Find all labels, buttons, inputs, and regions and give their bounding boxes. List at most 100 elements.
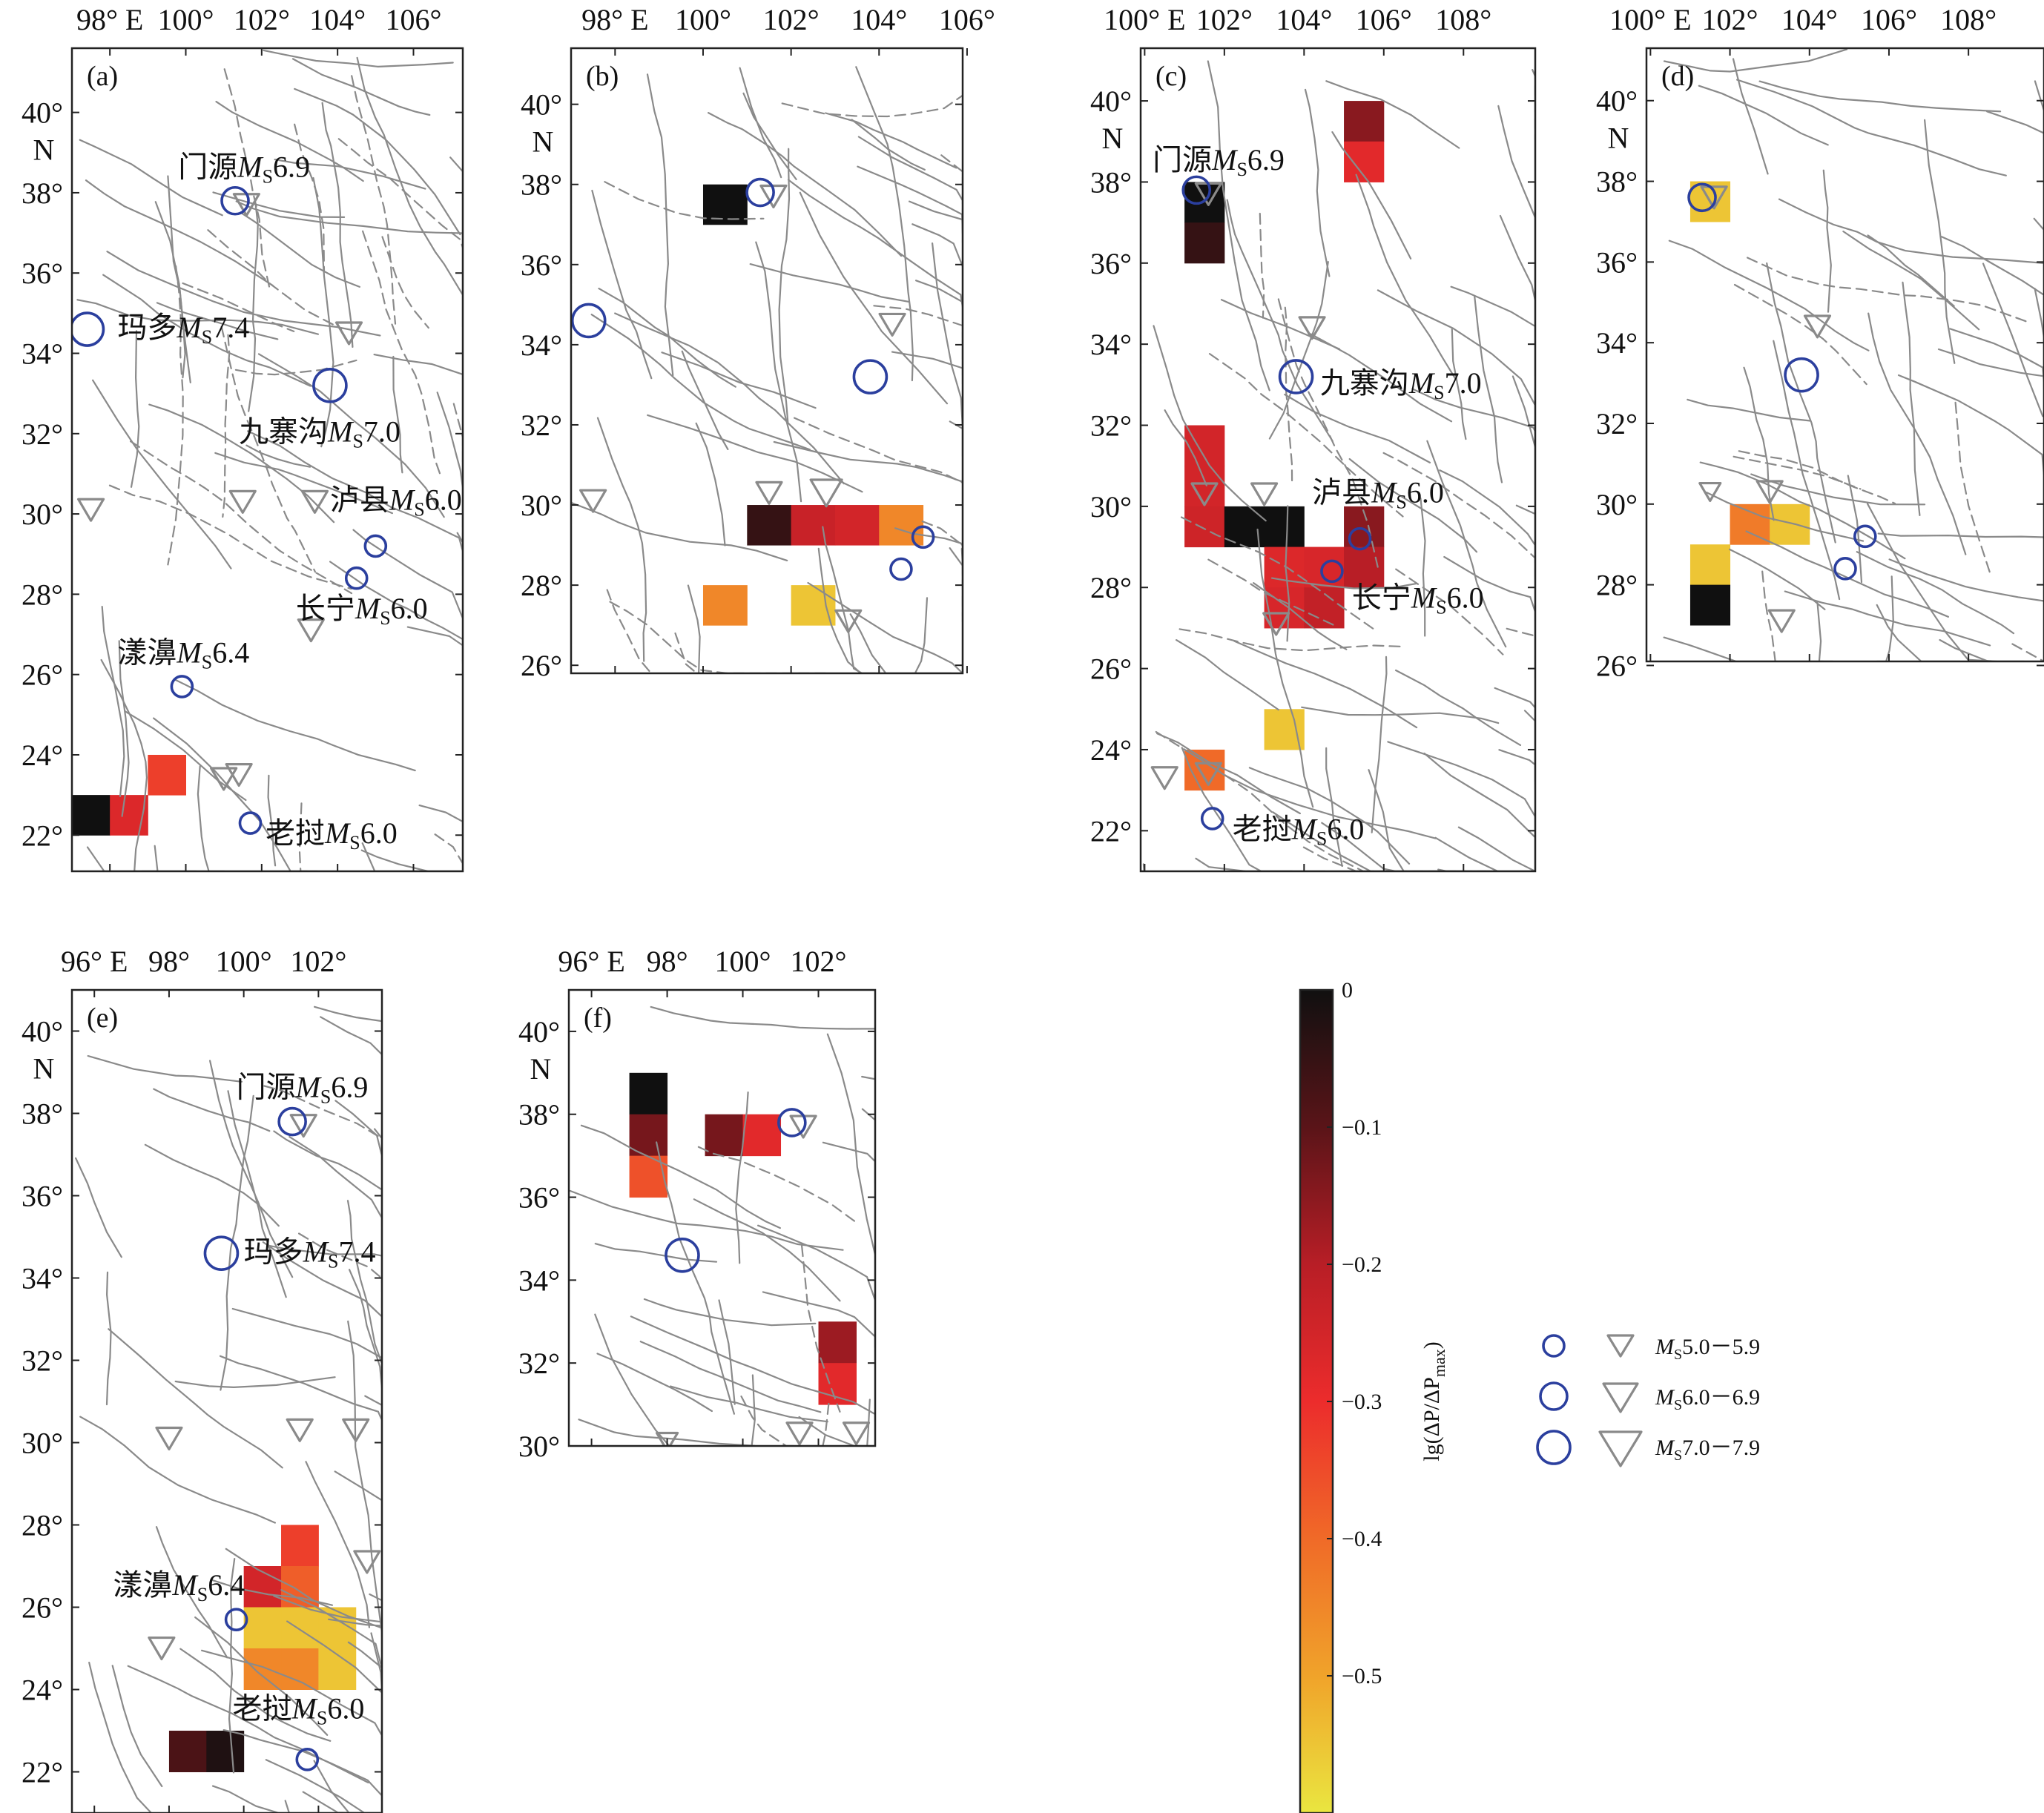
earthquake-mag: 7.0 [1445, 366, 1482, 400]
fault-line [921, 521, 963, 623]
lat-tick-label: 30° [22, 498, 63, 531]
legend-label-3-range: 7.0－7.9 [1682, 1436, 1760, 1460]
fault-line [661, 351, 817, 409]
fault-line [1523, 710, 1535, 785]
fault-line [594, 1243, 718, 1263]
lon-tick-label: 100° E [1609, 3, 1691, 36]
fault-line [849, 613, 952, 673]
lon-tick-label: 96° E [61, 945, 128, 978]
earthquake-mag: 7.4 [338, 1235, 375, 1268]
lon-tick-label: 106° [939, 3, 995, 36]
panel-c-label: (c) [1155, 61, 1187, 92]
fault-line [614, 312, 845, 485]
fault-line [1178, 628, 1404, 652]
fault-line [604, 181, 765, 220]
earthquake-m-sub: S [349, 832, 360, 853]
stress-cell [791, 585, 836, 626]
fault-line [449, 156, 463, 328]
fault-line [2034, 80, 2044, 234]
triangle-marker-icon [1190, 482, 1219, 506]
earthquake-name: 漾濞 [117, 635, 177, 669]
lat-tick-label: 38° [1596, 165, 1638, 199]
lat-north-label: N [33, 133, 55, 167]
fault-line [167, 175, 191, 383]
earthquake-label: 九寨沟MS7.0 [1320, 366, 1482, 403]
fault-line [2011, 643, 2044, 661]
fault-line [1355, 174, 1457, 380]
fault-line [1699, 461, 1906, 560]
earthquake-label: 门源MS6.9 [1153, 143, 1285, 180]
lat-tick-label: 38° [518, 1098, 560, 1132]
fault-line [639, 1341, 822, 1413]
fault-line [305, 1461, 370, 1628]
fault-line [1256, 528, 1314, 808]
legend-label-2-sub: S [1674, 1397, 1682, 1413]
legend-label-1: MS5.0－5.9 [1655, 1335, 1760, 1363]
lat-tick-label: 40° [1596, 85, 1638, 118]
lat-tick-label: 30° [1596, 488, 1638, 521]
lat-tick-label: 28° [22, 578, 63, 611]
fault-line [1181, 747, 1293, 871]
stress-cell [281, 1525, 319, 1567]
fault-line [167, 265, 184, 566]
fault-line [75, 1157, 122, 1258]
earthquake-label: 玛多MS7.4 [117, 311, 249, 348]
fault-line [1180, 516, 1377, 632]
lat-tick-label: 34° [521, 328, 562, 362]
fault-line [1207, 558, 1334, 626]
lon-tick-label: 102° [791, 945, 847, 978]
fault-line [108, 1328, 283, 1469]
colorbar: 0 −0.1 −0.2 −0.3 −0.4 −0.5 lg(ΔP/ΔPmax) [1299, 978, 1448, 1813]
panel-b: (b) 98° E 100° 102° 104° 106° 40°N 38° 36° 34° 32°… [521, 3, 995, 682]
lon-tick-label: 104° [1276, 3, 1332, 36]
lon-tick-label: 98° [647, 945, 688, 978]
fault-line [911, 223, 963, 339]
fault-line [1277, 298, 1379, 568]
colorbar-tick-label: −0.5 [1342, 1664, 1382, 1688]
triangle-marker-icon [1803, 314, 1832, 339]
fault-line [179, 1648, 332, 1742]
circle-marker-icon [889, 557, 913, 581]
fault-line [739, 67, 782, 179]
earthquake-name: 老挝 [1233, 812, 1292, 845]
fault-line [174, 1376, 336, 1389]
panel-c: (c) 100° E 102° 104° 106° 108° 40° N 38° 36° 34° 32… [1090, 3, 1537, 873]
fault-line [857, 165, 963, 235]
earthquake-m: M [1371, 475, 1398, 509]
lat-tick-label: 26° [22, 1591, 63, 1625]
legend-circle-medium-icon [1539, 1381, 1569, 1411]
fault-line [452, 403, 463, 541]
earthquake-name: 九寨沟 [239, 415, 328, 449]
fault-line [1395, 568, 1504, 655]
lon-tick-label: 100° [157, 3, 214, 36]
triangle-marker-icon [228, 489, 257, 514]
fault-line [130, 440, 353, 595]
fault-line [434, 833, 463, 871]
magnitude-legend: MS5.0－5.9 MS6.0－6.9 MS7.0－7.9 [1536, 1334, 1760, 1467]
fault-line [1902, 281, 1921, 516]
stress-cell [1184, 222, 1225, 264]
fault-line [1450, 285, 1535, 377]
circle-marker-icon [220, 185, 250, 216]
circle-marker-icon [238, 811, 263, 835]
fault-line [1747, 257, 2027, 323]
lon-tick-label: 98° E [76, 3, 143, 36]
fault-line [1847, 475, 1863, 584]
lon-tick-label: 106° [1861, 3, 1917, 36]
earthquake-m: M [303, 1235, 330, 1268]
triangle-marker-icon [1767, 609, 1796, 633]
fault-line [2034, 288, 2044, 521]
panel-a: (a) 98° E 100° 102° 104° 106° 40°N 38° 36° 34° 32°… [22, 3, 464, 873]
circle-marker-icon [295, 1748, 320, 1771]
legend-label-2-m: M [1655, 1385, 1675, 1410]
fault-line [406, 626, 463, 664]
triangle-marker-icon [1262, 612, 1290, 636]
triangle-marker-icon [297, 618, 325, 643]
earthquake-m-sub: S [380, 607, 390, 629]
stress-cell [1264, 546, 1305, 588]
lat-tick-label: 28° [521, 569, 562, 602]
fault-line [248, 202, 259, 412]
lon-tick-label: 96° E [558, 945, 624, 978]
panel-b-frame [570, 47, 964, 675]
lon-tick-label: 102° [290, 945, 346, 978]
